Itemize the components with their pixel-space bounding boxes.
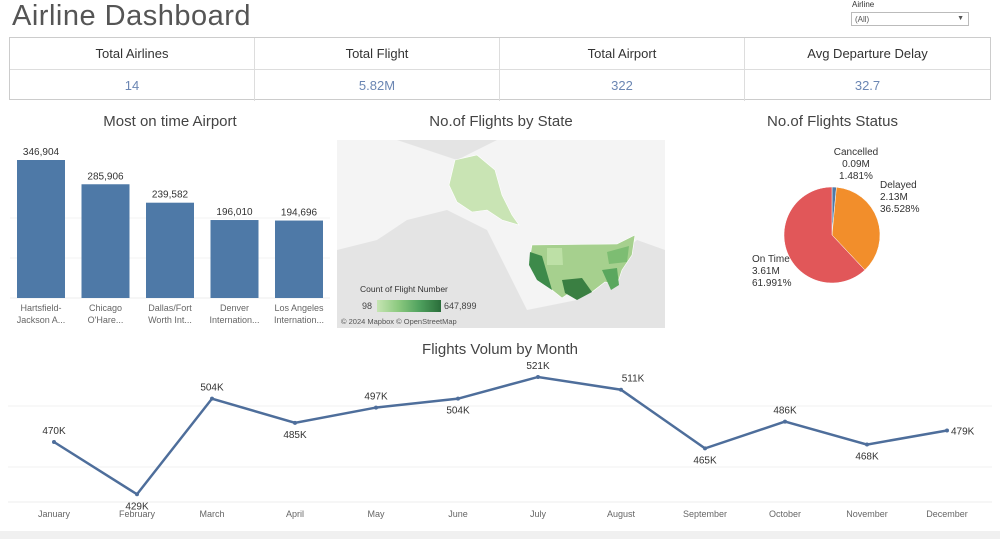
data-label: 470K (42, 426, 66, 437)
map-legend-title: Count of Flight Number (360, 284, 448, 294)
month-axis-label: June (448, 509, 468, 519)
bar-category-label: Chicago (89, 303, 122, 313)
kpi-header-total-airlines: Total Airlines (10, 38, 255, 70)
map-title: No.of Flights by State (429, 113, 573, 130)
kpi-table: Total Airlines Total Flight Total Airpor… (9, 37, 991, 101)
map-legend-max: 647,899 (444, 301, 477, 311)
bar (210, 220, 259, 298)
map-attribution: © 2024 Mapbox © OpenStreetMap (341, 317, 457, 326)
data-label: 521K (526, 361, 550, 372)
month-axis-label: March (199, 509, 224, 519)
bar-value-label: 194,696 (281, 208, 318, 219)
month-axis-label: October (769, 509, 801, 519)
bar (17, 160, 65, 298)
footer-bar (0, 531, 1000, 539)
data-label: 479K (951, 427, 975, 438)
page-title: Airline Dashboard (12, 0, 252, 32)
pie-slice-on-time (783, 186, 866, 284)
data-label: 486K (773, 406, 797, 417)
data-point (783, 419, 787, 424)
pie-label: 2.13M (880, 192, 908, 203)
month-axis-label: August (607, 509, 636, 519)
month-axis-label: April (286, 509, 304, 519)
data-label: 429K (125, 501, 149, 512)
kpi-value-total-airlines: 14 (10, 70, 255, 101)
data-point (703, 446, 707, 451)
month-axis-label: February (119, 509, 156, 519)
data-label: 468K (855, 452, 879, 463)
map-graphic (337, 140, 665, 328)
data-point (374, 405, 378, 410)
line-chart-title: Flights Volum by Month (422, 341, 578, 358)
bar-category-label: Worth Int... (148, 315, 192, 325)
pie-label: Cancelled (834, 147, 878, 158)
pie-label: On Time (752, 254, 790, 265)
airline-filter-label: Airline (852, 0, 875, 9)
data-point (293, 420, 297, 425)
kpi-value-avg-delay: 32.7 (854, 78, 881, 93)
kpi-header-avg-delay: Avg Departure Delay (745, 38, 990, 70)
data-label: 485K (283, 430, 307, 441)
bar (81, 184, 130, 298)
bar-category-label: Jackson A... (17, 315, 66, 325)
chevron-down-icon: ▼ (957, 15, 964, 22)
bar-category-label: Los Angeles (274, 303, 324, 313)
kpi-value-total-flight: 5.82M (255, 70, 500, 101)
pie-slice-delayed (831, 186, 881, 271)
data-label: 511K (622, 374, 645, 385)
month-axis-label: May (367, 509, 385, 519)
data-point (619, 387, 623, 392)
month-axis-label: December (926, 509, 968, 519)
airline-filter-dropdown[interactable]: (All) ▼ (851, 12, 969, 26)
pie-label: 0.09M (842, 159, 870, 170)
bar-category-label: O'Hare... (88, 315, 124, 325)
pie-label: 3.61M (752, 266, 780, 277)
pie-label: 61.991% (752, 278, 792, 289)
pie-chart-title: No.of Flights Status (767, 113, 898, 130)
map-legend-gradient (377, 300, 441, 312)
month-axis-label: July (530, 509, 547, 519)
data-point (52, 440, 56, 444)
data-point (865, 442, 869, 447)
map-legend-min: 98 (362, 301, 373, 311)
bar-value-label: 285,906 (87, 171, 124, 182)
bar-value-label: 196,010 (216, 207, 253, 218)
pie-label: 1.481% (839, 171, 873, 182)
data-label: 504K (446, 406, 470, 417)
month-axis-label: September (683, 509, 727, 519)
data-label: 504K (200, 383, 224, 394)
data-point (210, 396, 214, 401)
bar-category-label: Internation... (274, 315, 324, 325)
flight-volume-line (53, 375, 948, 496)
bar-value-label: 346,904 (23, 147, 60, 158)
pie-label: 36.528% (880, 204, 920, 215)
month-axis-label: January (38, 509, 71, 519)
bar-chart: 346,904 Hartsfield- Jackson A... 285,906 Chi… (10, 147, 330, 325)
data-label: 465K (693, 455, 717, 466)
bar-category-label: Internation... (209, 315, 259, 325)
bar-category-label: Hartsfield- (20, 303, 61, 313)
bar (146, 202, 194, 298)
data-point (456, 396, 460, 401)
bar-category-label: Dallas/Fort (148, 303, 192, 313)
data-point (945, 428, 949, 433)
month-axis-label: November (846, 509, 888, 519)
kpi-value-total-airport: 322 (500, 70, 745, 101)
pie-label: Delayed (880, 180, 917, 191)
bar (275, 220, 323, 298)
data-label: 497K (364, 392, 388, 403)
kpi-header-total-flight: Total Flight (255, 38, 500, 70)
bar-category-label: Denver (220, 303, 249, 313)
data-point (135, 492, 139, 497)
airline-filter-value: (All) (855, 15, 870, 24)
data-point (536, 374, 540, 379)
bar-value-label: 239,582 (152, 190, 189, 201)
bar-chart-title: Most on time Airport (103, 113, 237, 130)
kpi-header-total-airport: Total Airport (500, 38, 745, 70)
flights-by-state-map[interactable]: Count of Flight Number 98 647,899 © 2024… (337, 140, 665, 328)
